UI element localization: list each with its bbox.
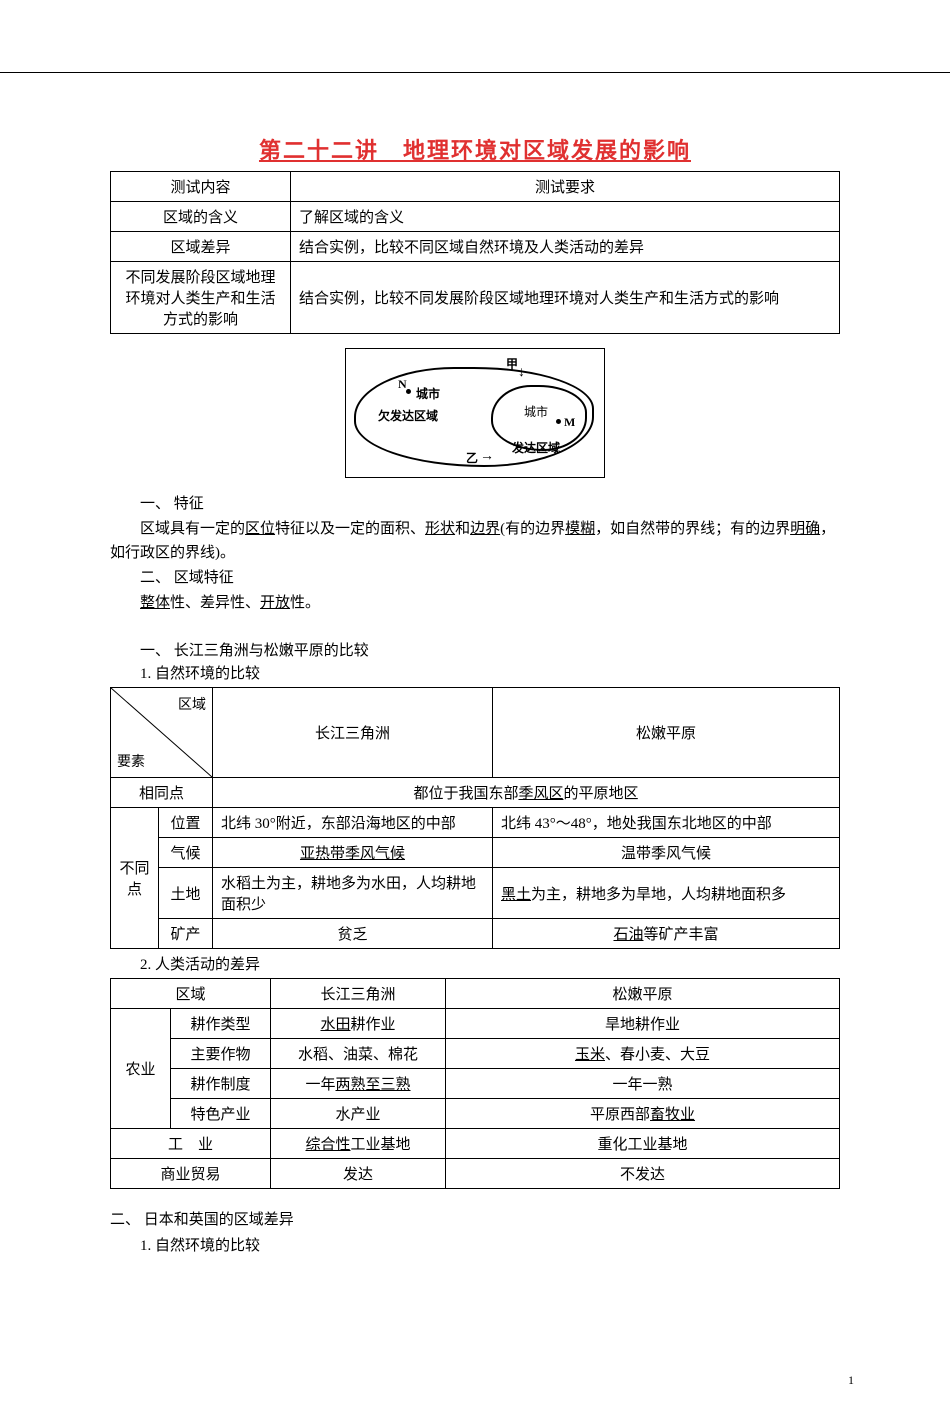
- diagram-label-jia: 甲: [506, 355, 518, 372]
- diagram-label-underdev: 欠发达区域: [378, 407, 438, 424]
- section-1-text: 区域具有一定的区位特征以及一定的面积、形状和边界(有的边界模糊，如自然带的界线；…: [110, 518, 840, 565]
- diagram-arrow-icon: ↓: [518, 365, 525, 381]
- act-sys-a: 一年两熟至三熟: [271, 1069, 446, 1099]
- act-ind-key: 工 业: [111, 1129, 271, 1159]
- nature-comparison-table: 区域 要素 长江三角洲 松嫩平原 相同点 都位于我国东部季风区的平原地区 不同点…: [110, 687, 840, 949]
- diagram-label-city2: 城市: [524, 403, 548, 420]
- req-row-2-content: 区域差异: [111, 232, 291, 262]
- act-header-region: 区域: [111, 979, 271, 1009]
- row-land-key: 土地: [159, 868, 213, 919]
- act-sys-key: 耕作制度: [171, 1069, 271, 1099]
- req-header-requirement: 测试要求: [291, 172, 840, 202]
- act-type-key: 耕作类型: [171, 1009, 271, 1039]
- act-header-a: 长江三角洲: [271, 979, 446, 1009]
- act-sys-b: 一年一熟: [446, 1069, 840, 1099]
- agri-label: 农业: [111, 1009, 171, 1129]
- act-crop-key: 主要作物: [171, 1039, 271, 1069]
- row-cli-key: 气候: [159, 838, 213, 868]
- act-ind-b: 重化工业基地: [446, 1129, 840, 1159]
- activity-comparison-table: 区域 长江三角洲 松嫩平原 农业 耕作类型 水田耕作业 旱地耕作业 主要作物 水…: [110, 978, 840, 1189]
- row-cli-a: 亚热带季风气候: [213, 838, 493, 868]
- req-row-3-req: 结合实例，比较不同发展阶段区域地理环境对人类生产和生活方式的影响: [291, 262, 840, 334]
- diag-header-cell: 区域 要素: [111, 688, 213, 778]
- page-number: 1: [848, 1373, 854, 1388]
- row-min-a: 贫乏: [213, 919, 493, 949]
- col-songnen: 松嫩平原: [493, 688, 840, 778]
- col-yangtze: 长江三角洲: [213, 688, 493, 778]
- act-ind-a: 综合性工业基地: [271, 1129, 446, 1159]
- same-label: 相同点: [111, 778, 213, 808]
- req-row-2-req: 结合实例，比较不同区域自然环境及人类活动的差异: [291, 232, 840, 262]
- diagram-label-yi: 乙: [466, 449, 478, 466]
- row-pos-key: 位置: [159, 808, 213, 838]
- jp-uk-sub: 1. 自然环境的比较: [110, 1235, 840, 1258]
- diagram-label-dev: 发达区域: [512, 439, 560, 456]
- section-2-text: 整体性、差异性、开放性。: [110, 592, 840, 615]
- comparison-sub-1: 1. 自然环境的比较: [140, 662, 840, 683]
- act-header-b: 松嫩平原: [446, 979, 840, 1009]
- act-crop-a: 水稻、油菜、棉花: [271, 1039, 446, 1069]
- req-row-1-req: 了解区域的含义: [291, 202, 840, 232]
- req-header-content: 测试内容: [111, 172, 291, 202]
- act-trade-key: 商业贸易: [111, 1159, 271, 1189]
- act-type-b: 旱地耕作业: [446, 1009, 840, 1039]
- row-pos-a: 北纬 30°附近，东部沿海地区的中部: [213, 808, 493, 838]
- act-spec-a: 水产业: [271, 1099, 446, 1129]
- diff-label: 不同点: [111, 808, 159, 949]
- lecture-title: 第二十二讲 地理环境对区域发展的影响: [110, 133, 840, 165]
- requirements-table: 测试内容 测试要求 区域的含义 了解区域的含义 区域差异 结合实例，比较不同区域…: [110, 171, 840, 334]
- comparison-heading: 一、 长江三角洲与松嫩平原的比较: [140, 639, 840, 660]
- req-row-3-content: 不同发展阶段区域地理环境对人类生产和生活方式的影响: [111, 262, 291, 334]
- act-trade-a: 发达: [271, 1159, 446, 1189]
- req-row-1-content: 区域的含义: [111, 202, 291, 232]
- diagram-label-m: M: [564, 415, 575, 430]
- diagram-label-city1: 城市: [416, 385, 440, 402]
- act-crop-b: 玉米、春小麦、大豆: [446, 1039, 840, 1069]
- diagram-label-n: N: [398, 377, 407, 392]
- row-min-b: 石油等矿产丰富: [493, 919, 840, 949]
- region-diagram: 甲 ↓ N 城市 欠发达区域 M 城市 发达区域 乙 →: [345, 348, 605, 478]
- act-type-a: 水田耕作业: [271, 1009, 446, 1039]
- diagram-arrow-right-icon: →: [480, 449, 494, 465]
- act-trade-b: 不发达: [446, 1159, 840, 1189]
- same-text: 都位于我国东部季风区的平原地区: [213, 778, 840, 808]
- act-spec-key: 特色产业: [171, 1099, 271, 1129]
- section-1-heading: 一、 特征: [110, 493, 840, 516]
- row-pos-b: 北纬 43°～48°，地处我国东北地区的中部: [493, 808, 840, 838]
- activity-diff-heading: 2. 人类活动的差异: [140, 953, 840, 974]
- row-land-b: 黑土为主，耕地多为旱地，人均耕地面积多: [493, 868, 840, 919]
- row-min-key: 矿产: [159, 919, 213, 949]
- jp-uk-heading: 二、 日本和英国的区域差异: [110, 1209, 840, 1232]
- section-2-heading: 二、 区域特征: [110, 567, 840, 590]
- act-spec-b: 平原西部畜牧业: [446, 1099, 840, 1129]
- row-land-a: 水稻土为主，耕地多为水田，人均耕地面积少: [213, 868, 493, 919]
- row-cli-b: 温带季风气候: [493, 838, 840, 868]
